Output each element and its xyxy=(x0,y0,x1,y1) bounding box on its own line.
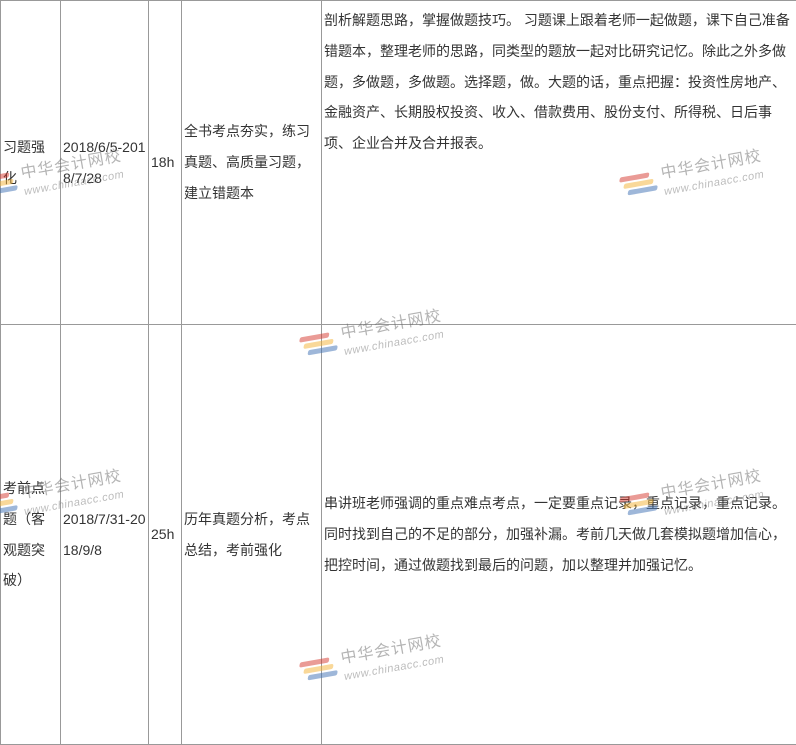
cell-stage: 考前点题（客观题突破） xyxy=(1,325,61,745)
cell-stage: 习题强化 xyxy=(1,1,61,325)
cell-detail: 串讲班老师强调的重点难点考点，一定要重点记录，重点记录，重点记录。同时找到自己的… xyxy=(322,325,796,745)
cell-detail: 剖析解题思路，掌握做题技巧。 习题课上跟着老师一起做题，课下自己准备错题本，整理… xyxy=(322,1,796,325)
study-plan-table: 习题强化 2018/6/5-2018/7/28 18h 全书考点夯实，练习真题、… xyxy=(0,0,796,745)
cell-dates: 2018/7/31-2018/9/8 xyxy=(61,325,149,745)
table-row: 考前点题（客观题突破） 2018/7/31-2018/9/8 25h 历年真题分… xyxy=(1,325,796,745)
cell-hours: 25h xyxy=(149,325,182,745)
cell-scope: 历年真题分析，考点总结，考前强化 xyxy=(182,325,322,745)
cell-dates: 2018/6/5-2018/7/28 xyxy=(61,1,149,325)
cell-scope: 全书考点夯实，练习真题、高质量习题，建立错题本 xyxy=(182,1,322,325)
table-row: 习题强化 2018/6/5-2018/7/28 18h 全书考点夯实，练习真题、… xyxy=(1,1,796,325)
cell-hours: 18h xyxy=(149,1,182,325)
